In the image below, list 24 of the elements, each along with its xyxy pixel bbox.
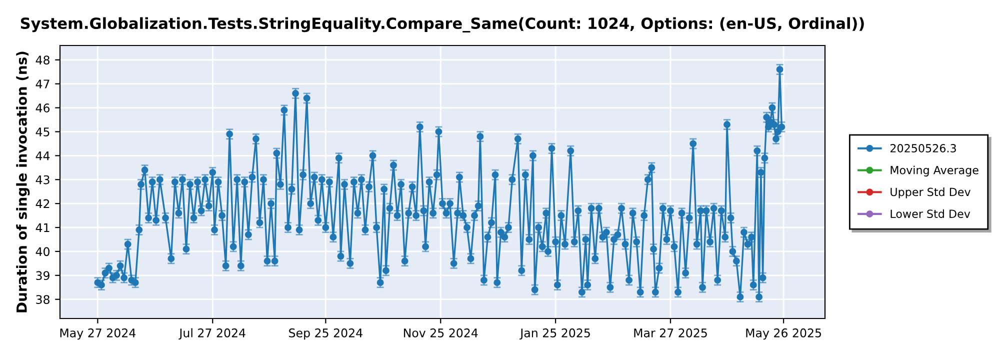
- x-tick-label: Jan 25 2025: [520, 328, 590, 340]
- chart-title: System.Globalization.Tests.StringEquality.Compare_Same(Count: 1024, Options: (en-US, Ordinal)): [20, 17, 864, 32]
- y-tick-label: 43: [36, 175, 50, 184]
- y-tick-label: 48: [36, 56, 50, 65]
- legend-label: 20250526.3: [890, 144, 956, 152]
- x-tick-label: Mar 27 2025: [634, 328, 707, 338]
- legend-label: Moving Average: [890, 166, 978, 176]
- y-tick-label: 46: [36, 103, 50, 112]
- x-tick-label: May 26 2025: [746, 328, 822, 340]
- y-tick-label: 41: [36, 223, 50, 232]
- x-tick-label: Jul 27 2024: [178, 328, 246, 340]
- y-axis-title: Duration of single invocation (ns): [16, 52, 30, 312]
- y-tick-label: 45: [36, 128, 50, 136]
- legend-label: Upper Std Dev: [890, 188, 970, 198]
- y-tick-label: 42: [36, 199, 50, 208]
- x-tick-label: May 27 2024: [60, 328, 136, 340]
- x-tick-label: Sep 25 2024: [289, 328, 362, 340]
- y-tick-label: 38: [36, 295, 50, 304]
- y-tick-label: 40: [36, 247, 50, 256]
- y-tick-label: 44: [36, 152, 50, 160]
- y-tick-label: 47: [36, 80, 50, 88]
- x-tick-label: Nov 25 2024: [404, 328, 478, 338]
- y-tick-label: 39: [36, 271, 50, 280]
- legend-label: Lower Std Dev: [890, 209, 970, 218]
